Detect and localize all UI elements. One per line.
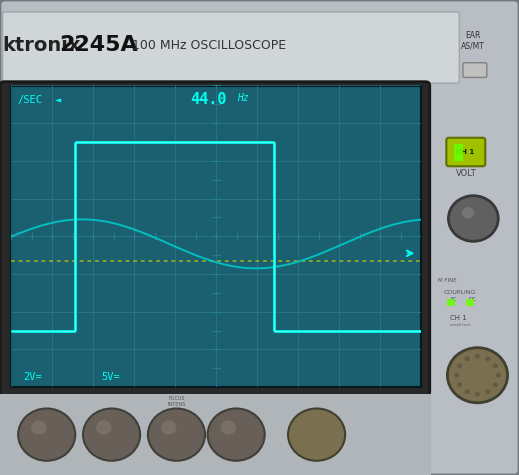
Circle shape bbox=[18, 408, 75, 461]
Text: EAR
AS/MT: EAR AS/MT bbox=[461, 31, 485, 50]
Circle shape bbox=[454, 373, 459, 378]
Text: VOLT: VOLT bbox=[456, 169, 476, 178]
Circle shape bbox=[475, 354, 480, 359]
Text: 2V=: 2V= bbox=[24, 371, 43, 381]
Circle shape bbox=[485, 390, 490, 394]
FancyBboxPatch shape bbox=[446, 138, 485, 166]
Circle shape bbox=[485, 356, 490, 361]
Bar bbox=[447, 299, 455, 306]
Text: 44.0: 44.0 bbox=[190, 92, 226, 107]
Circle shape bbox=[221, 420, 236, 435]
Text: 100 MHz OSCILLOSCOPE: 100 MHz OSCILLOSCOPE bbox=[132, 38, 286, 52]
Circle shape bbox=[496, 373, 501, 378]
Circle shape bbox=[208, 408, 265, 461]
FancyBboxPatch shape bbox=[3, 12, 459, 83]
Text: AC: AC bbox=[450, 297, 458, 302]
Circle shape bbox=[462, 207, 474, 218]
Text: 5V=: 5V= bbox=[102, 371, 120, 381]
Text: ◄: ◄ bbox=[54, 95, 61, 105]
Text: DC: DC bbox=[468, 297, 476, 302]
Circle shape bbox=[447, 348, 508, 403]
Circle shape bbox=[493, 382, 498, 387]
Text: small text: small text bbox=[450, 323, 471, 327]
Text: 2245A: 2245A bbox=[60, 35, 139, 55]
Bar bbox=[11, 86, 421, 387]
Circle shape bbox=[31, 420, 47, 435]
Circle shape bbox=[161, 420, 176, 435]
FancyBboxPatch shape bbox=[463, 63, 487, 77]
Text: /SEC: /SEC bbox=[18, 95, 43, 105]
Text: Hz: Hz bbox=[237, 93, 249, 103]
Circle shape bbox=[465, 356, 470, 361]
Text: COUPLING: COUPLING bbox=[444, 290, 476, 294]
Text: ktronix: ktronix bbox=[3, 36, 81, 55]
Circle shape bbox=[83, 408, 140, 461]
Text: M FINE: M FINE bbox=[438, 278, 457, 283]
Text: CH 1: CH 1 bbox=[456, 149, 475, 155]
Circle shape bbox=[457, 382, 462, 387]
FancyBboxPatch shape bbox=[0, 82, 430, 396]
Circle shape bbox=[288, 408, 345, 461]
Circle shape bbox=[457, 363, 462, 368]
Circle shape bbox=[475, 392, 480, 397]
Circle shape bbox=[96, 420, 112, 435]
Circle shape bbox=[493, 363, 498, 368]
Text: FOCUS
INTENS: FOCUS INTENS bbox=[167, 396, 186, 407]
Circle shape bbox=[465, 390, 470, 394]
Circle shape bbox=[148, 408, 205, 461]
Bar bbox=[454, 144, 463, 161]
Circle shape bbox=[448, 196, 498, 241]
Bar bbox=[0, 394, 431, 475]
Bar bbox=[466, 299, 474, 306]
Text: CH 1: CH 1 bbox=[450, 315, 467, 321]
